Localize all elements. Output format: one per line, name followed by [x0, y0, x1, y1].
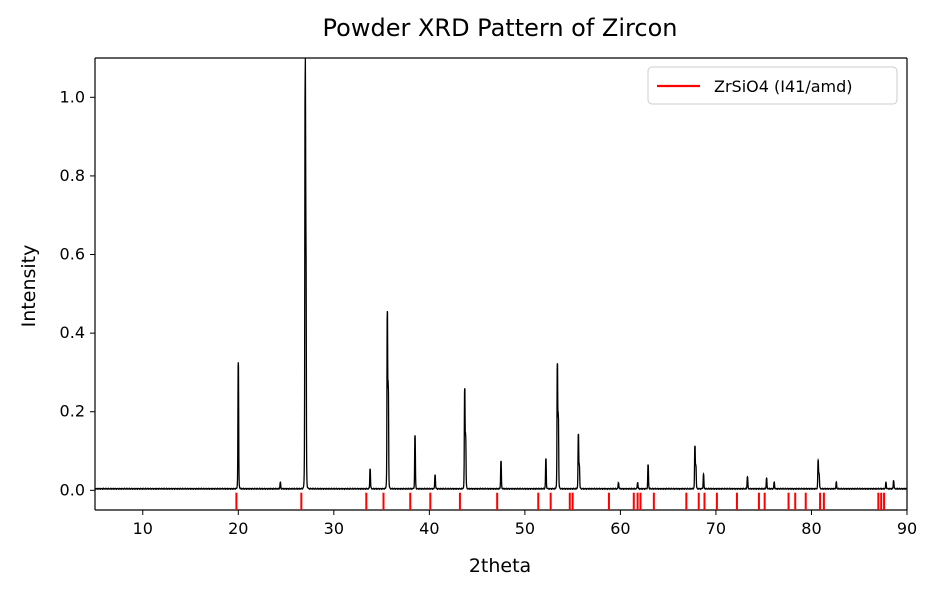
plot-area: 10 20 30 40 50 60 70 80 90 0.0 0.2 0.4 0.6 0.8 1.0 — [60, 57, 917, 538]
x-tick-label: 70 — [706, 519, 726, 538]
y-tick-label: 0.6 — [60, 245, 85, 264]
xrd-pattern-line — [94, 58, 908, 491]
y-tick-label: 0.0 — [60, 480, 85, 499]
y-tick-label: 0.8 — [60, 166, 85, 185]
x-tick-label: 20 — [228, 519, 248, 538]
y-tick-label: 0.4 — [60, 323, 85, 342]
y-tick-label: 1.0 — [60, 87, 85, 106]
x-ticks: 10 20 30 40 50 60 70 80 90 — [133, 510, 917, 538]
x-tick-label: 90 — [897, 519, 917, 538]
legend-box — [647, 66, 898, 105]
x-tick-label: 50 — [515, 519, 535, 538]
x-tick-label: 60 — [610, 519, 630, 538]
x-tick-label: 80 — [801, 519, 821, 538]
x-tick-label: 30 — [324, 519, 344, 538]
legend: ZrSiO4 (I41/amd) — [647, 66, 898, 105]
chart-title: Powder XRD Pattern of Zircon — [323, 14, 678, 42]
x-tick-label: 10 — [133, 519, 153, 538]
reference-ticks — [235, 492, 886, 510]
x-axis-label: 2theta — [469, 555, 531, 577]
y-ticks: 0.0 0.2 0.4 0.6 0.8 1.0 — [60, 87, 95, 499]
legend-label: ZrSiO4 (I41/amd) — [714, 77, 853, 96]
y-tick-label: 0.2 — [60, 402, 85, 421]
y-axis-label: Intensity — [18, 245, 40, 328]
x-tick-label: 40 — [419, 519, 439, 538]
